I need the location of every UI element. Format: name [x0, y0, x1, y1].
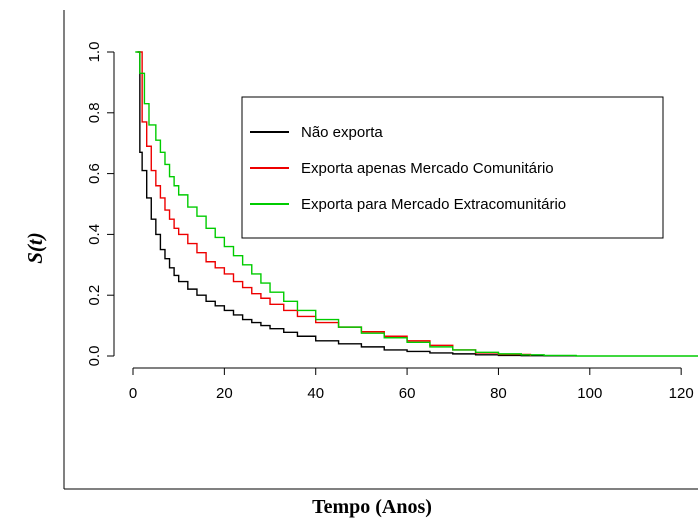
x-tick-label: 20: [216, 385, 233, 402]
y-tick-label: 0.6: [86, 163, 103, 184]
legend-label-0: Não exporta: [301, 124, 383, 141]
legend-label-2: Exporta para Mercado Extracomunitário: [301, 196, 566, 213]
legend-box: [241, 96, 664, 239]
plot-area: [135, 51, 698, 357]
x-tick-label: 120: [669, 385, 694, 402]
x-tick-label: 100: [577, 385, 602, 402]
x-tick-label: 0: [129, 385, 137, 402]
y-tick-label: 0.4: [86, 224, 103, 245]
y-tick-label: 0.2: [86, 285, 103, 306]
legend: Não exporta Exporta apenas Mercado Comun…: [241, 96, 664, 239]
legend-label-1: Exporta apenas Mercado Comunitário: [301, 160, 554, 177]
y-tick-label: 0.8: [86, 102, 103, 123]
x-tick-label: 60: [399, 385, 416, 402]
y-tick-label: 1.0: [86, 42, 103, 63]
x-tick-label: 40: [307, 385, 324, 402]
x-tick-label: 80: [490, 385, 507, 402]
y-axis: 0.0 0.2 0.4 0.6 0.8 1.0: [86, 42, 115, 367]
y-tick-label: 0.0: [86, 346, 103, 367]
series-line-2: [135, 51, 698, 357]
x-axis: 0 20 40 60 80 100 120: [129, 367, 694, 402]
x-axis-title: Tempo (Anos): [312, 496, 432, 518]
y-axis-title: S(t): [23, 232, 47, 264]
series-line-0: [137, 51, 577, 357]
